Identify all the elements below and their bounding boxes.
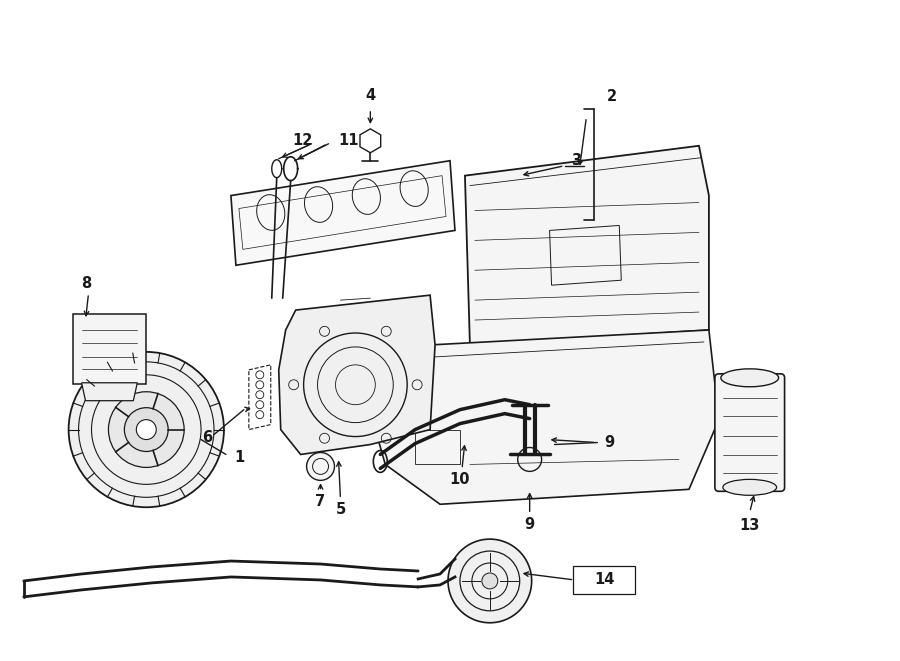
Text: 9: 9 xyxy=(525,517,535,531)
Polygon shape xyxy=(231,161,455,265)
Ellipse shape xyxy=(721,369,778,387)
FancyBboxPatch shape xyxy=(73,314,147,384)
Ellipse shape xyxy=(723,479,777,495)
Polygon shape xyxy=(360,129,381,153)
Text: 12: 12 xyxy=(292,134,312,148)
Circle shape xyxy=(124,408,168,451)
Text: 2: 2 xyxy=(608,89,617,104)
Circle shape xyxy=(68,352,224,507)
Polygon shape xyxy=(82,383,138,401)
Text: 5: 5 xyxy=(336,502,346,517)
Text: 14: 14 xyxy=(594,572,615,588)
Text: 1: 1 xyxy=(234,450,244,465)
Polygon shape xyxy=(465,146,709,345)
Text: 11: 11 xyxy=(338,134,359,148)
Text: 6: 6 xyxy=(202,430,212,445)
Circle shape xyxy=(482,573,498,589)
Circle shape xyxy=(136,420,157,440)
Polygon shape xyxy=(279,295,435,455)
Text: 10: 10 xyxy=(450,472,470,487)
Circle shape xyxy=(448,539,532,623)
Polygon shape xyxy=(375,330,719,504)
Text: 9: 9 xyxy=(604,435,615,450)
Text: 13: 13 xyxy=(740,518,760,533)
Circle shape xyxy=(307,453,335,481)
Text: 8: 8 xyxy=(82,276,92,291)
Text: 3: 3 xyxy=(572,153,581,168)
Circle shape xyxy=(108,392,184,467)
Text: 4: 4 xyxy=(365,89,375,104)
FancyBboxPatch shape xyxy=(715,374,785,491)
Text: 7: 7 xyxy=(316,494,326,509)
